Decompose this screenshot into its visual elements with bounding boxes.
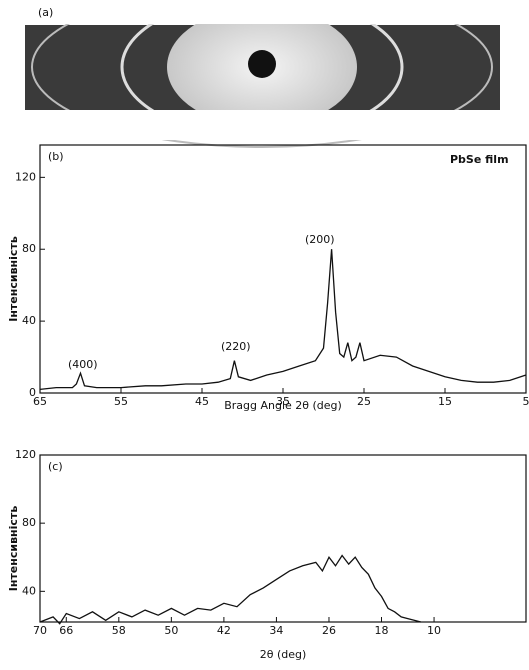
x-tick-label: 5: [523, 395, 529, 408]
y-tick-label: 80: [22, 242, 36, 255]
x-tick-label: 26: [322, 624, 336, 637]
y-tick-label: 80: [22, 516, 36, 529]
y-tick-label: 120: [15, 170, 36, 183]
x-tick-label: 42: [217, 624, 231, 637]
panel-label: (a): [38, 6, 53, 19]
x-axis-label: Bragg Angle 2θ (deg): [224, 399, 342, 412]
note: PbSe film: [450, 153, 509, 166]
y-tick-label: 120: [15, 448, 36, 461]
x-tick-label: 15: [438, 395, 452, 408]
x-tick-label: 70: [33, 624, 47, 637]
x-tick-label: 10: [427, 624, 441, 637]
x-tick-label: 25: [357, 395, 371, 408]
panel-label: (b): [48, 150, 64, 163]
x-tick-label: 45: [195, 395, 209, 408]
data-line: [40, 556, 421, 624]
x-tick-label: 66: [59, 624, 73, 637]
panel-label: (c): [48, 460, 63, 473]
y-axis-label: Інтенсивність: [7, 506, 20, 592]
x-tick-label: 34: [269, 624, 283, 637]
annotation: (220): [221, 340, 251, 353]
y-tick-label: 40: [22, 584, 36, 597]
annotation: (400): [68, 358, 98, 371]
plot-frame: [40, 145, 526, 393]
x-tick-label: 65: [33, 395, 47, 408]
x-tick-label: 55: [114, 395, 128, 408]
data-line: [40, 249, 526, 389]
y-axis-label: Інтенсивність: [7, 236, 20, 322]
plot-frame: [40, 455, 526, 622]
x-axis-label: 2θ (deg): [260, 648, 307, 661]
x-tick-label: 58: [112, 624, 126, 637]
x-tick-label: 50: [164, 624, 178, 637]
annotation: (200): [305, 233, 335, 246]
x-tick-label: 18: [375, 624, 389, 637]
y-tick-label: 40: [22, 314, 36, 327]
